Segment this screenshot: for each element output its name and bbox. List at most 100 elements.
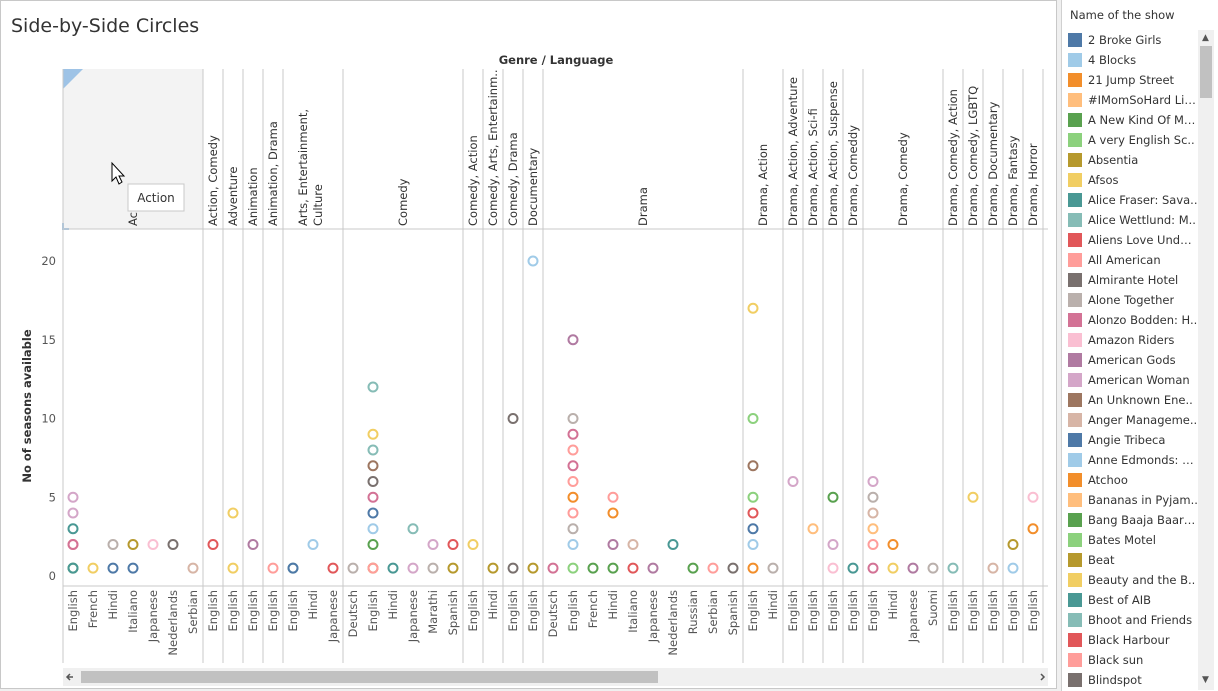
data-point [887, 562, 899, 574]
legend-item[interactable]: #IMomSoHard Live [1068, 90, 1202, 110]
legend-swatch [1068, 113, 1082, 127]
legend-item[interactable]: American Woman [1068, 370, 1202, 390]
legend-item[interactable]: Alonzo Bodden: H.. [1068, 310, 1202, 330]
data-point [907, 562, 919, 574]
legend-item[interactable]: Blindspot [1068, 670, 1202, 690]
data-point [787, 476, 799, 487]
legend-item[interactable]: Best of AIB [1068, 590, 1202, 610]
data-point [507, 413, 519, 424]
y-tick-label: 20 [41, 254, 56, 268]
language-label: English [966, 590, 980, 632]
legend-item[interactable]: 2 Broke Girls [1068, 30, 1202, 50]
data-point [747, 413, 759, 424]
genre-header-label: Drama, Action, Suspense [826, 81, 840, 226]
legend-item[interactable]: Almirante Hotel [1068, 270, 1202, 290]
legend-item[interactable]: Anger Manageme.. [1068, 410, 1202, 430]
data-point [67, 539, 79, 550]
legend-label: American Woman [1088, 373, 1190, 387]
legend-list: 2 Broke Girls 4 Blocks 21 Jump Street #IMom… [1068, 30, 1202, 690]
data-point [567, 491, 579, 503]
data-point [747, 523, 759, 535]
legend-scroll-down-icon[interactable]: ▼ [1202, 675, 1209, 685]
data-point [107, 562, 119, 574]
legend-item[interactable]: An Unknown Ene.. [1068, 390, 1202, 410]
legend-swatch [1068, 653, 1082, 667]
legend-title: Name of the show [1070, 8, 1175, 22]
chart-panel: Side-by-Side Circles Genre / Language No … [0, 0, 1057, 689]
legend-item[interactable]: Bhoot and Friends [1068, 610, 1202, 630]
language-label: English [746, 590, 760, 632]
data-point [867, 507, 879, 519]
legend-item[interactable]: Absentia [1068, 150, 1202, 170]
legend-item[interactable]: 21 Jump Street [1068, 70, 1202, 90]
data-point [867, 539, 879, 550]
y-axis-label: No of seasons available [20, 329, 34, 482]
language-label: English [946, 590, 960, 632]
data-point [1007, 562, 1019, 574]
legend-label: Bananas in Pyjam.. [1088, 493, 1198, 507]
legend-scroll-up-icon[interactable]: ▲ [1202, 33, 1209, 43]
data-point [707, 562, 719, 574]
genre-header-label: Drama, Fantasy [1006, 135, 1020, 226]
data-point [567, 523, 579, 535]
data-point [407, 562, 419, 574]
legend-item[interactable]: A New Kind Of Ma.. [1068, 110, 1202, 130]
corner-marker-icon [63, 69, 83, 89]
legend-swatch [1068, 233, 1082, 247]
legend-item[interactable]: Bang Baaja Baara.. [1068, 510, 1202, 530]
data-point [67, 507, 79, 519]
legend-item[interactable]: Angie Tribeca [1068, 430, 1202, 450]
legend-item[interactable]: Aliens Love Under.. [1068, 230, 1202, 250]
legend-label: Beat [1088, 553, 1115, 567]
data-point [467, 539, 479, 550]
legend-label: A New Kind Of Ma.. [1088, 113, 1198, 127]
data-point [367, 444, 379, 456]
legend-item[interactable]: Beat [1068, 550, 1202, 570]
legend-item[interactable]: Black sun [1068, 650, 1202, 670]
data-point [607, 562, 619, 574]
legend-item[interactable]: American Gods [1068, 350, 1202, 370]
legend-item[interactable]: A very English Sc.. [1068, 130, 1202, 150]
legend-item[interactable]: Bates Motel [1068, 530, 1202, 550]
data-point [407, 523, 419, 535]
data-point [367, 476, 379, 487]
cursor-icon [111, 161, 126, 185]
legend-item[interactable]: 4 Blocks [1068, 50, 1202, 70]
data-point [947, 562, 959, 574]
scroll-right-icon[interactable] [1040, 673, 1046, 681]
legend-item[interactable]: Alone Together [1068, 290, 1202, 310]
legend-label: Atchoo [1088, 473, 1128, 487]
column-header-title: Genre / Language [499, 53, 614, 67]
genre-header-label: Adventure [226, 167, 240, 226]
language-label: English [246, 590, 260, 632]
legend-label: Alone Together [1088, 293, 1175, 307]
legend-item[interactable]: Atchoo [1068, 470, 1202, 490]
h-scrollbar-thumb[interactable] [81, 671, 658, 683]
legend-scrollbar[interactable] [1198, 30, 1214, 690]
legend-item[interactable]: Anne Edmonds: W.. [1068, 450, 1202, 470]
legend-swatch [1068, 293, 1082, 307]
scroll-left-icon[interactable] [65, 673, 73, 681]
language-label: English [286, 590, 300, 632]
legend-item[interactable]: Alice Fraser: Sava.. [1068, 190, 1202, 210]
legend-item[interactable]: Afsos [1068, 170, 1202, 190]
data-point [587, 562, 599, 574]
data-point [627, 539, 639, 550]
data-point [307, 539, 319, 550]
legend-label: 2 Broke Girls [1088, 33, 1162, 47]
legend-item[interactable]: All American [1068, 250, 1202, 270]
legend-item[interactable]: Alice Wettlund: M.. [1068, 210, 1202, 230]
genre-header-label: Ac [126, 212, 140, 226]
legend-item[interactable]: Beauty and the B.. [1068, 570, 1202, 590]
genre-header-label: Animation, Drama [266, 121, 280, 226]
language-label: English [1006, 590, 1020, 632]
data-point [1027, 523, 1039, 535]
legend-item[interactable]: Amazon Riders [1068, 330, 1202, 350]
legend-item[interactable]: Bananas in Pyjam.. [1068, 490, 1202, 510]
legend-label: Beauty and the B.. [1088, 573, 1196, 587]
legend-item[interactable]: Black Harbour [1068, 630, 1202, 650]
legend-scrollbar-thumb[interactable] [1200, 46, 1212, 98]
language-label: Spanish [726, 590, 740, 635]
genre-header-label: Drama [636, 187, 650, 226]
data-point [1007, 539, 1019, 550]
